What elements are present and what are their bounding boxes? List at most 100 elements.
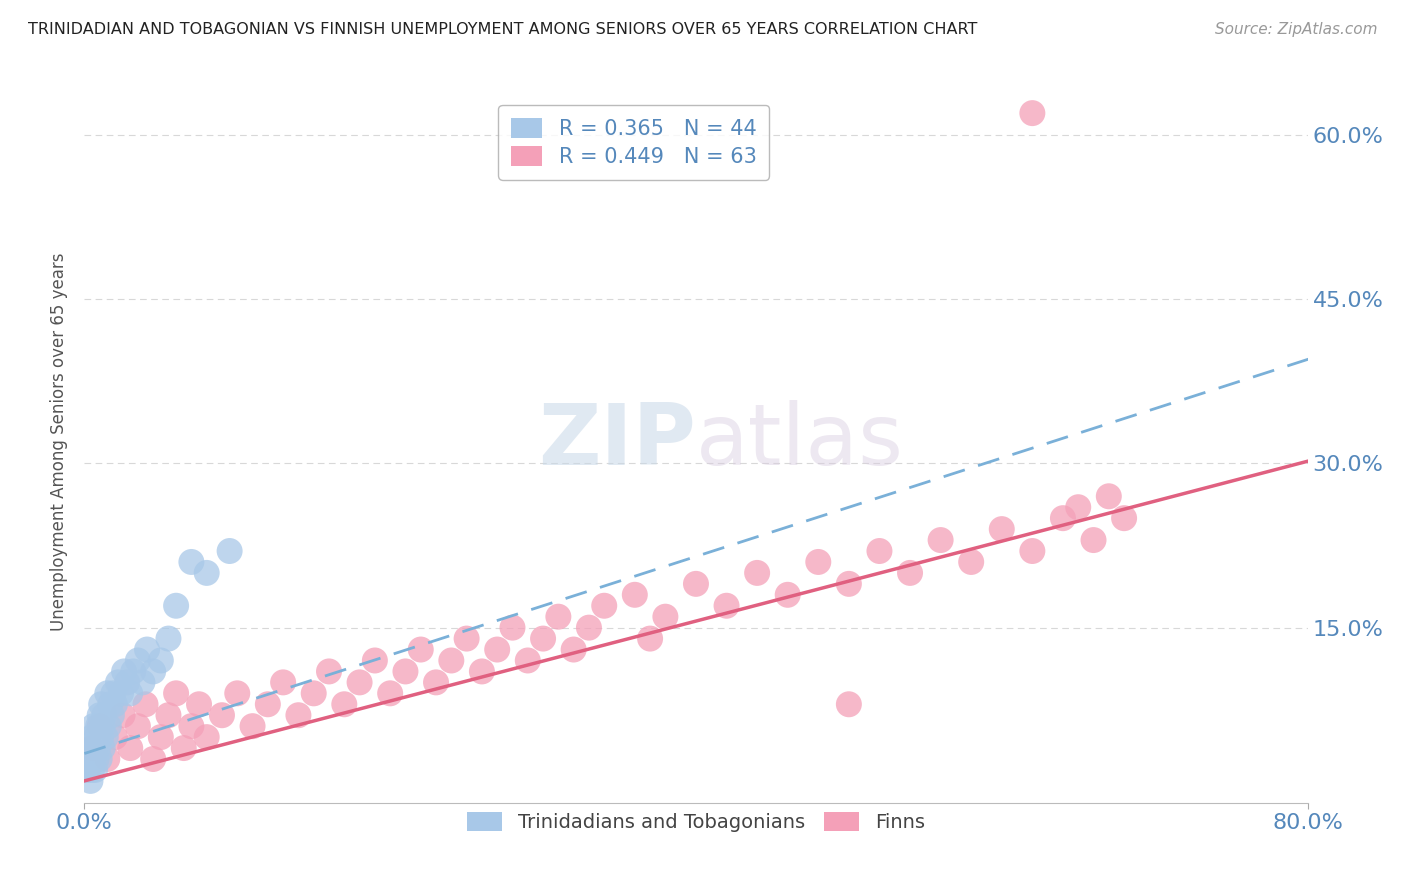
Point	[127, 719, 149, 733]
Point	[747, 566, 769, 580]
Point	[104, 730, 127, 744]
Point	[685, 577, 707, 591]
Point	[84, 741, 107, 756]
Point	[380, 686, 402, 700]
Point	[84, 763, 107, 777]
Point	[97, 719, 120, 733]
Point	[90, 730, 112, 744]
Text: Source: ZipAtlas.com: Source: ZipAtlas.com	[1215, 22, 1378, 37]
Point	[1067, 500, 1090, 515]
Point	[131, 675, 153, 690]
Point	[302, 686, 325, 700]
Point	[1114, 511, 1136, 525]
Point	[96, 752, 118, 766]
Point	[226, 686, 249, 700]
Point	[98, 698, 121, 712]
Point	[127, 653, 149, 667]
Point	[89, 752, 111, 766]
Point	[79, 773, 101, 788]
Point	[107, 675, 129, 690]
Y-axis label: Unemployment Among Seniors over 65 years: Unemployment Among Seniors over 65 years	[51, 252, 69, 631]
Point	[120, 686, 142, 700]
Point	[257, 698, 280, 712]
Point	[149, 730, 172, 744]
Point	[91, 719, 114, 733]
Text: TRINIDADIAN AND TOBAGONIAN VS FINNISH UNEMPLOYMENT AMONG SENIORS OVER 65 YEARS C: TRINIDADIAN AND TOBAGONIAN VS FINNISH UN…	[28, 22, 977, 37]
Point	[103, 686, 125, 700]
Point	[929, 533, 952, 547]
Point	[173, 741, 195, 756]
Point	[716, 599, 738, 613]
Point	[96, 686, 118, 700]
Point	[409, 642, 432, 657]
Point	[218, 544, 240, 558]
Point	[80, 741, 103, 756]
Point	[654, 609, 676, 624]
Point	[486, 642, 509, 657]
Point	[115, 675, 138, 690]
Point	[991, 522, 1014, 536]
Point	[578, 621, 600, 635]
Point	[242, 719, 264, 733]
Point	[869, 544, 891, 558]
Point	[165, 599, 187, 613]
Point	[1021, 544, 1043, 558]
Point	[1052, 511, 1074, 525]
Point	[364, 653, 387, 667]
Point	[79, 741, 101, 756]
Point	[394, 665, 416, 679]
Point	[807, 555, 830, 569]
Point	[93, 708, 115, 723]
Point	[960, 555, 983, 569]
Point	[333, 698, 356, 712]
Point	[195, 730, 218, 744]
Point	[547, 609, 569, 624]
Point	[142, 665, 165, 679]
Point	[1021, 106, 1043, 120]
Point	[104, 698, 127, 712]
Legend: Trinidadians and Tobagonians, Finns: Trinidadians and Tobagonians, Finns	[460, 805, 932, 840]
Point	[111, 708, 134, 723]
Point	[1083, 533, 1105, 547]
Point	[149, 653, 172, 667]
Point	[83, 719, 105, 733]
Point	[77, 752, 100, 766]
Point	[89, 719, 111, 733]
Point	[101, 708, 124, 723]
Point	[157, 708, 180, 723]
Point	[83, 752, 105, 766]
Point	[136, 642, 159, 657]
Point	[87, 719, 110, 733]
Point	[516, 653, 538, 667]
Point	[440, 653, 463, 667]
Point	[142, 752, 165, 766]
Point	[456, 632, 478, 646]
Point	[531, 632, 554, 646]
Point	[287, 708, 309, 723]
Point	[120, 741, 142, 756]
Point	[562, 642, 585, 657]
Point	[76, 763, 98, 777]
Point	[157, 632, 180, 646]
Point	[838, 577, 860, 591]
Point	[180, 555, 202, 569]
Text: atlas: atlas	[696, 400, 904, 483]
Point	[195, 566, 218, 580]
Text: ZIP: ZIP	[538, 400, 696, 483]
Point	[425, 675, 447, 690]
Point	[318, 665, 340, 679]
Point	[1098, 489, 1121, 503]
Point	[638, 632, 661, 646]
Point	[271, 675, 294, 690]
Point	[110, 686, 132, 700]
Point	[86, 730, 108, 744]
Point	[165, 686, 187, 700]
Point	[593, 599, 616, 613]
Point	[80, 763, 103, 777]
Point	[471, 665, 494, 679]
Point	[89, 708, 111, 723]
Point	[90, 698, 112, 712]
Point	[91, 741, 114, 756]
Point	[624, 588, 647, 602]
Point	[112, 665, 135, 679]
